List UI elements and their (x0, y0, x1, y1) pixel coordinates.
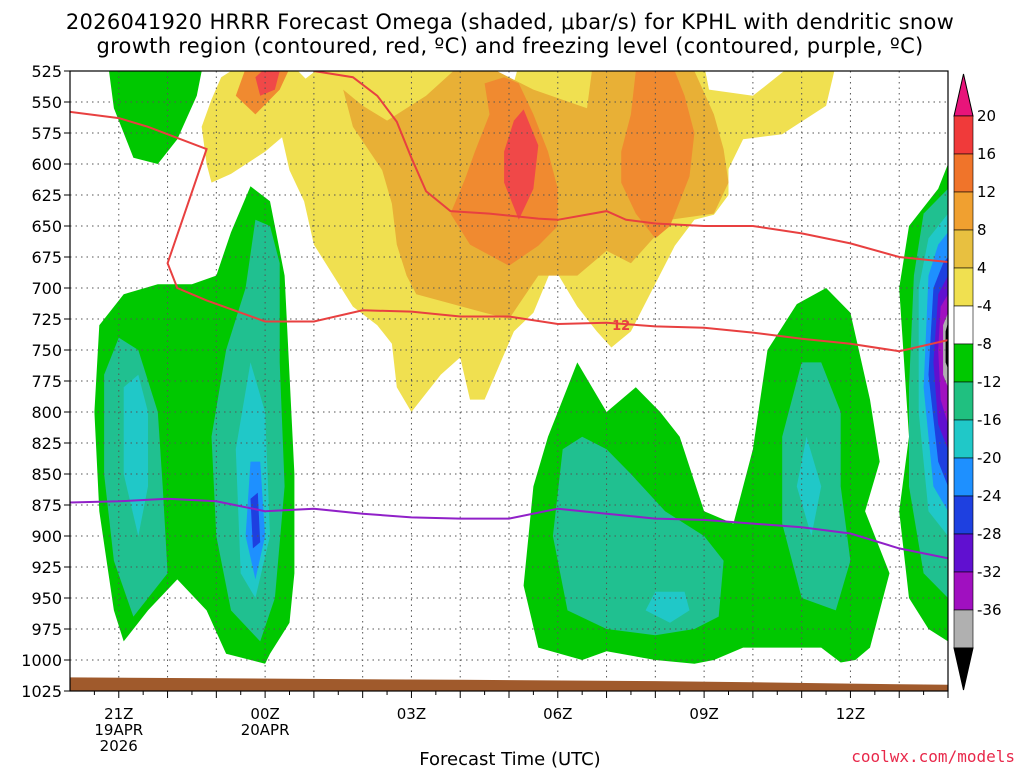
colorbar-label: -16 (977, 411, 1002, 429)
colorbar-segment (953, 609, 974, 649)
colorbar-label: 12 (977, 183, 996, 201)
x-tick-label: 03Z (397, 705, 426, 723)
y-tick-label: 975 (31, 620, 62, 639)
x-tick-label: 19APR (94, 721, 143, 739)
chart-title-line-1: 2026041920 HRRR Forecast Omega (shaded, … (66, 10, 954, 34)
colorbar-segment (953, 343, 974, 383)
contour-label: 12 (612, 319, 630, 334)
y-tick-label: 600 (31, 155, 62, 174)
colorbar-segment (953, 153, 974, 193)
dendritic-contour-upper (70, 110, 948, 353)
y-tick-label: 1000 (21, 651, 62, 670)
dendritic-contour-lower (313, 71, 948, 263)
y-tick-label: 1025 (21, 682, 62, 701)
colorbar-segment (953, 457, 974, 497)
y-tick-label: 800 (31, 403, 62, 422)
x-tick-label: 2026 (100, 737, 138, 755)
y-tick-label: 700 (31, 279, 62, 298)
x-tick-label: 12Z (836, 705, 865, 723)
colorbar-label: -4 (977, 297, 992, 315)
colorbar-label: -8 (977, 335, 992, 353)
y-tick-label: 850 (31, 465, 62, 484)
colorbar-label: 4 (977, 259, 987, 277)
y-tick-label: 675 (31, 248, 62, 267)
freezing-level-contour (70, 497, 948, 560)
colorbar-label: -32 (977, 563, 1002, 581)
omega-pos-16 (504, 109, 539, 220)
y-tick-label: 725 (31, 310, 62, 329)
colorbar-label: 20 (977, 107, 996, 125)
omega-neg-20 (250, 492, 261, 549)
colorbar-segment (953, 381, 974, 421)
y-tick-label: 875 (31, 496, 62, 515)
colorbar-segment (953, 267, 974, 307)
y-tick-label: 550 (31, 93, 62, 112)
plot-area (70, 71, 948, 691)
omega-neg-12-d (796, 436, 822, 536)
ground-surface (70, 677, 948, 691)
terrain (70, 677, 948, 691)
contours: 12 (70, 71, 948, 560)
colorbar-label: -12 (977, 373, 1002, 391)
colorbar-segment (953, 571, 974, 611)
colorbar-label: -36 (977, 601, 1002, 619)
y-tick-label: 950 (31, 589, 62, 608)
colorbar-label: -24 (977, 487, 1002, 505)
omega-neg-4-a (109, 71, 202, 164)
colorbar-label: -28 (977, 525, 1002, 543)
y-tick-label: 825 (31, 434, 62, 453)
x-tick-label: 06Z (543, 705, 572, 723)
y-tick-label: 900 (31, 527, 62, 546)
y-tick-label: 575 (31, 124, 62, 143)
omega-pos-16-b (255, 71, 280, 96)
colorbar-segment (953, 533, 974, 573)
colorbar-top-arrow (953, 73, 974, 117)
colorbar-label: 8 (977, 221, 987, 239)
omega-neg-12-c (645, 591, 690, 623)
colorbar-segment (953, 115, 974, 155)
omega-pos-12-b (621, 71, 695, 239)
plot-frame (69, 70, 949, 692)
colorbar-segment (953, 191, 974, 231)
y-tick-label: 650 (31, 217, 62, 236)
colorbar-segment (953, 419, 974, 459)
pressure-axis: 525 550 575 600 625 650 675 700 725 750 775 800 825 8… (21, 62, 70, 701)
y-tick-label: 625 (31, 186, 62, 205)
colorbar-bottom-arrow (953, 647, 974, 691)
chart-title-line-2: growth region (contoured, red, ºC) and f… (96, 34, 923, 58)
x-tick-label: 21Z (104, 705, 133, 723)
colorbar-label: 16 (977, 145, 996, 163)
y-tick-label: 925 (31, 558, 62, 577)
colorbar-segment (953, 229, 974, 269)
colorbar-segment (953, 305, 974, 345)
y-tick-label: 750 (31, 341, 62, 360)
credit-link[interactable]: coolwx.com/models (851, 747, 1015, 766)
x-tick-label: 00Z (250, 705, 279, 723)
y-tick-label: 775 (31, 372, 62, 391)
colorbar: 20 16 12 8 4 -4 -8 -12 -16 -20 -24 -28 -32 -36 (953, 73, 1002, 691)
omega-neg-12-a (123, 374, 148, 536)
x-axis-label: Forecast Time (UTC) (419, 749, 600, 768)
x-tick-label: 20APR (241, 721, 290, 739)
y-tick-label: 525 (31, 62, 62, 81)
colorbar-segment (953, 495, 974, 535)
omega-neg-8-c (552, 436, 724, 636)
x-tick-label: 09Z (689, 705, 718, 723)
colorbar-label: -20 (977, 449, 1002, 467)
